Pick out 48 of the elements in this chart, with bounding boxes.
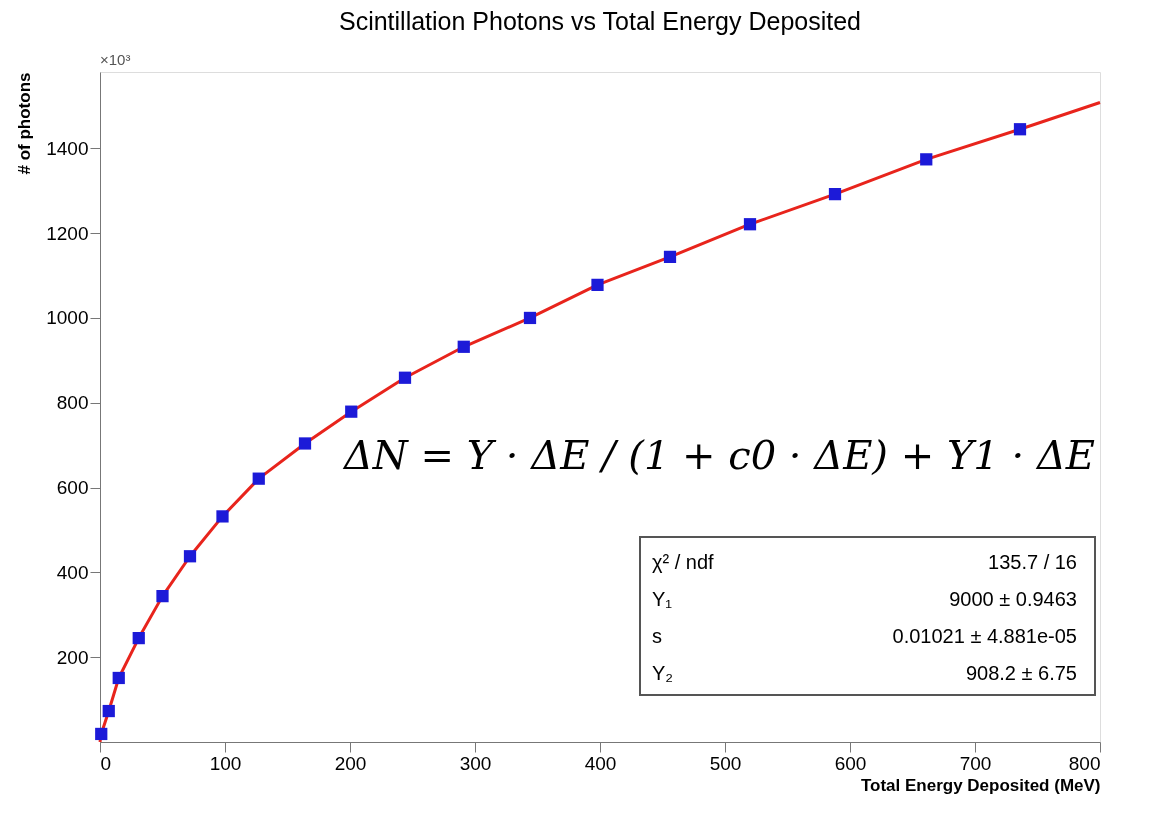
x-tick-label: 300 <box>459 752 492 774</box>
point <box>920 153 933 166</box>
x-tick-label: 500 <box>709 752 742 774</box>
annotation: ΔN = Y · ΔE / (1 + c0 · ΔE) + Y1 · ΔE <box>341 432 1095 478</box>
point <box>398 371 412 384</box>
y-tick-label: 200 <box>56 646 89 668</box>
x-tick-label: 100 <box>209 752 242 774</box>
annotation: 9000 ± 0.9463 <box>949 588 1077 610</box>
y-tick-label: 800 <box>56 392 89 414</box>
point <box>1013 123 1027 136</box>
annotation: χ² / ndf <box>652 551 715 573</box>
text: ×10³ <box>100 51 131 68</box>
x-tick-label: 200 <box>334 752 367 774</box>
point <box>102 704 115 718</box>
annotation: Y₁ <box>652 588 673 610</box>
x-tick-label: 400 <box>584 752 617 774</box>
y-axis-title: # of photons <box>15 72 35 175</box>
y-tick-label: 1400 <box>46 137 89 159</box>
y-tick-label: 1000 <box>46 307 89 329</box>
point <box>156 590 169 603</box>
point <box>523 311 537 325</box>
point <box>112 671 125 685</box>
annotation: s <box>652 625 662 647</box>
point <box>828 188 842 201</box>
point <box>95 727 108 741</box>
x-tick-label: 700 <box>959 752 992 774</box>
point <box>252 472 265 485</box>
x-tick-label: 0 <box>100 752 112 774</box>
point <box>132 631 145 645</box>
point <box>345 405 358 418</box>
point <box>743 218 757 231</box>
y-tick-label: 600 <box>56 477 89 499</box>
point <box>216 510 229 523</box>
point <box>663 250 677 264</box>
x-tick-label: 800 <box>1068 752 1101 774</box>
point <box>457 340 470 353</box>
point <box>298 437 312 450</box>
x-tick-label: 600 <box>834 752 867 774</box>
y-tick-label: 1200 <box>46 222 89 244</box>
y-tick-label: 400 <box>56 561 89 583</box>
chart-title: Scintillation Photons vs Total Energy Deposited <box>338 7 862 35</box>
annotation: 135.7 / 16 <box>988 551 1077 573</box>
annotation: 908.2 ± 6.75 <box>965 662 1077 684</box>
point <box>591 278 604 291</box>
annotation: 0.01021 ± 4.881e-05 <box>892 625 1077 647</box>
x-axis-title: Total Energy Deposited (MeV) <box>860 775 1101 795</box>
annotation: Y₂ <box>652 662 674 684</box>
point <box>183 550 197 563</box>
